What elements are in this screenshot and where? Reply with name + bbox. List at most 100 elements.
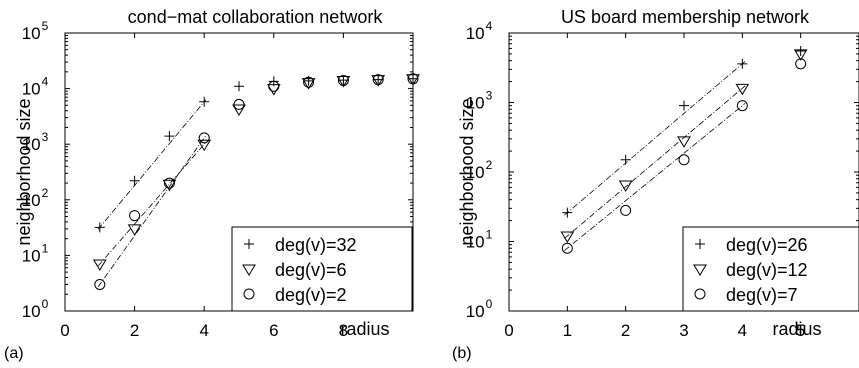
- data-point: [303, 76, 315, 88]
- data-point: [795, 46, 806, 57]
- y-tick-base: 10: [22, 80, 41, 99]
- legend-box: [231, 226, 413, 312]
- y-tick-exponent: 1: [486, 228, 493, 242]
- legend-entry: deg(v)=32: [275, 235, 357, 255]
- series-markers: [94, 73, 419, 290]
- series-markers: [92, 74, 420, 271]
- y-tick-label: 104: [466, 19, 493, 43]
- x-axis-label: radius: [772, 319, 821, 339]
- y-tick-label: 102: [466, 158, 493, 182]
- legend-marker: [693, 264, 707, 276]
- y-tick-exponent: 0: [486, 297, 493, 311]
- y-tick-exponent: 4: [42, 75, 49, 89]
- y-tick-exponent: 3: [486, 89, 493, 103]
- y-tick-exponent: 2: [486, 158, 493, 172]
- y-tick-base: 10: [466, 163, 485, 182]
- y-tick-label: 100: [466, 297, 493, 321]
- x-tick-label: 0: [504, 321, 513, 340]
- data-point: [163, 177, 175, 189]
- data-point: [795, 58, 807, 70]
- x-tick-label: 5: [796, 321, 805, 340]
- y-tick-exponent: 0: [42, 297, 49, 311]
- panel-label: (a): [4, 345, 24, 362]
- data-point: [129, 175, 140, 186]
- legend-entry: deg(v)=6: [275, 260, 347, 280]
- data-point: [94, 278, 106, 290]
- data-point: [301, 78, 316, 90]
- data-point: [127, 224, 142, 236]
- x-tick-label: 0: [60, 321, 69, 340]
- y-tick-exponent: 5: [42, 19, 49, 33]
- data-point: [735, 83, 750, 96]
- series-markers: [94, 73, 418, 233]
- y-tick-base: 10: [22, 24, 41, 43]
- series-fit-line: [97, 141, 207, 267]
- data-point: [407, 73, 419, 85]
- data-point: [164, 131, 175, 142]
- series-markers: [562, 46, 806, 218]
- data-point: [92, 259, 107, 271]
- y-tick-exponent: 1: [42, 241, 49, 255]
- x-tick-label: 4: [738, 321, 747, 340]
- y-tick-base: 10: [466, 94, 485, 113]
- data-point: [337, 74, 349, 86]
- y-tick-base: 10: [22, 302, 41, 321]
- legend-marker: [244, 239, 254, 249]
- legend-entry: deg(v)=26: [726, 235, 808, 255]
- y-tick-base: 10: [22, 191, 41, 210]
- y-tick-base: 10: [466, 233, 485, 252]
- data-point: [268, 80, 280, 92]
- legend-marker: [694, 288, 706, 300]
- data-point: [129, 210, 141, 222]
- data-point: [232, 104, 246, 116]
- data-point: [197, 139, 212, 152]
- data-point: [266, 84, 281, 96]
- y-tick-exponent: 2: [42, 186, 49, 200]
- series-fit-line: [564, 102, 746, 251]
- legend-marker: [695, 239, 705, 249]
- x-tick-label: 8: [339, 321, 348, 340]
- series-fit-line: [97, 99, 207, 230]
- legend-marker: [242, 264, 256, 276]
- data-point: [679, 100, 689, 111]
- series-fit-line: [564, 61, 746, 216]
- series-fit-line: [97, 135, 207, 288]
- y-tick-base: 10: [466, 24, 485, 43]
- legend-marker: [243, 288, 255, 300]
- chart-title: cond−mat collaboration network: [128, 7, 384, 27]
- legend: deg(v)=32 deg(v)=6 deg(v)=2: [231, 226, 413, 312]
- x-axis-label: radius: [340, 319, 389, 339]
- data-point: [234, 81, 244, 92]
- data-point: [677, 136, 691, 148]
- data-point: [560, 231, 575, 243]
- x-tick-label: 6: [269, 321, 278, 340]
- y-tick-label: 103: [22, 130, 49, 154]
- y-tick-label: 100: [22, 297, 49, 321]
- chart-title: US board membership network: [561, 7, 810, 27]
- y-tick-label: 102: [22, 186, 49, 210]
- series-markers: [561, 58, 807, 254]
- legend-entry: deg(v)=7: [726, 285, 798, 305]
- data-point: [94, 222, 105, 233]
- data-point: [736, 100, 748, 112]
- y-axis-label: neighborhood size: [14, 98, 34, 245]
- y-tick-base: 10: [466, 302, 485, 321]
- legend: deg(v)=26 deg(v)=12 deg(v)=7: [682, 226, 859, 312]
- data-point: [371, 75, 386, 87]
- y-tick-exponent: 3: [42, 130, 49, 144]
- data-point: [737, 58, 748, 69]
- y-tick-label: 104: [22, 75, 49, 99]
- series-markers: [560, 49, 808, 243]
- legend-entry: deg(v)=12: [726, 260, 808, 280]
- data-point: [561, 242, 573, 254]
- data-point: [620, 154, 631, 165]
- data-point: [620, 204, 632, 216]
- y-tick-exponent: 4: [486, 19, 493, 33]
- data-point: [199, 96, 210, 107]
- x-tick-label: 3: [679, 321, 688, 340]
- data-point: [678, 154, 690, 166]
- legend-box: [682, 226, 859, 312]
